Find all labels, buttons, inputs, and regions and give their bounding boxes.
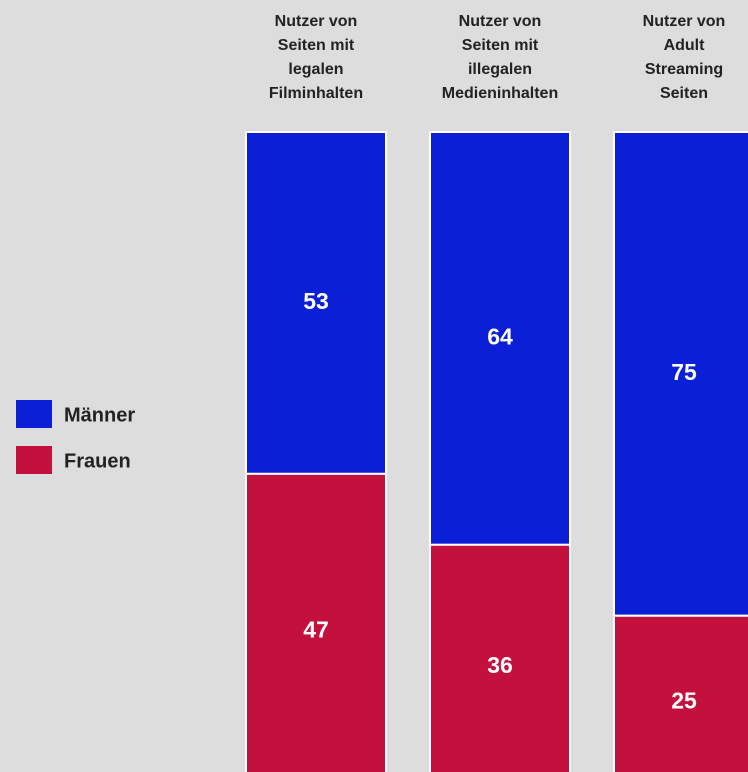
- bar-segment: [613, 614, 748, 772]
- category-label: Nutzer von Seiten mit legalen Filminhalt…: [268, 13, 364, 102]
- value-label: 75: [671, 359, 697, 385]
- value-label: 25: [671, 687, 697, 713]
- bar-segment: [429, 543, 571, 772]
- legend-swatch: [16, 400, 52, 428]
- value-label: 47: [303, 617, 329, 643]
- bar-segment: [613, 131, 748, 617]
- category-label: Nutzer von Seiten mit illegalen Medienin…: [441, 13, 559, 102]
- bar-segment: [245, 472, 387, 772]
- bar-segment: [245, 131, 387, 475]
- legend-swatch: [16, 446, 52, 474]
- value-label: 53: [303, 288, 329, 314]
- value-label: 64: [487, 323, 513, 349]
- category-label: Nutzer von Adult Streaming Seiten: [642, 13, 726, 102]
- legend-label: Frauen: [64, 450, 131, 472]
- legend-label: Männer: [64, 404, 135, 426]
- value-label: 36: [487, 652, 513, 678]
